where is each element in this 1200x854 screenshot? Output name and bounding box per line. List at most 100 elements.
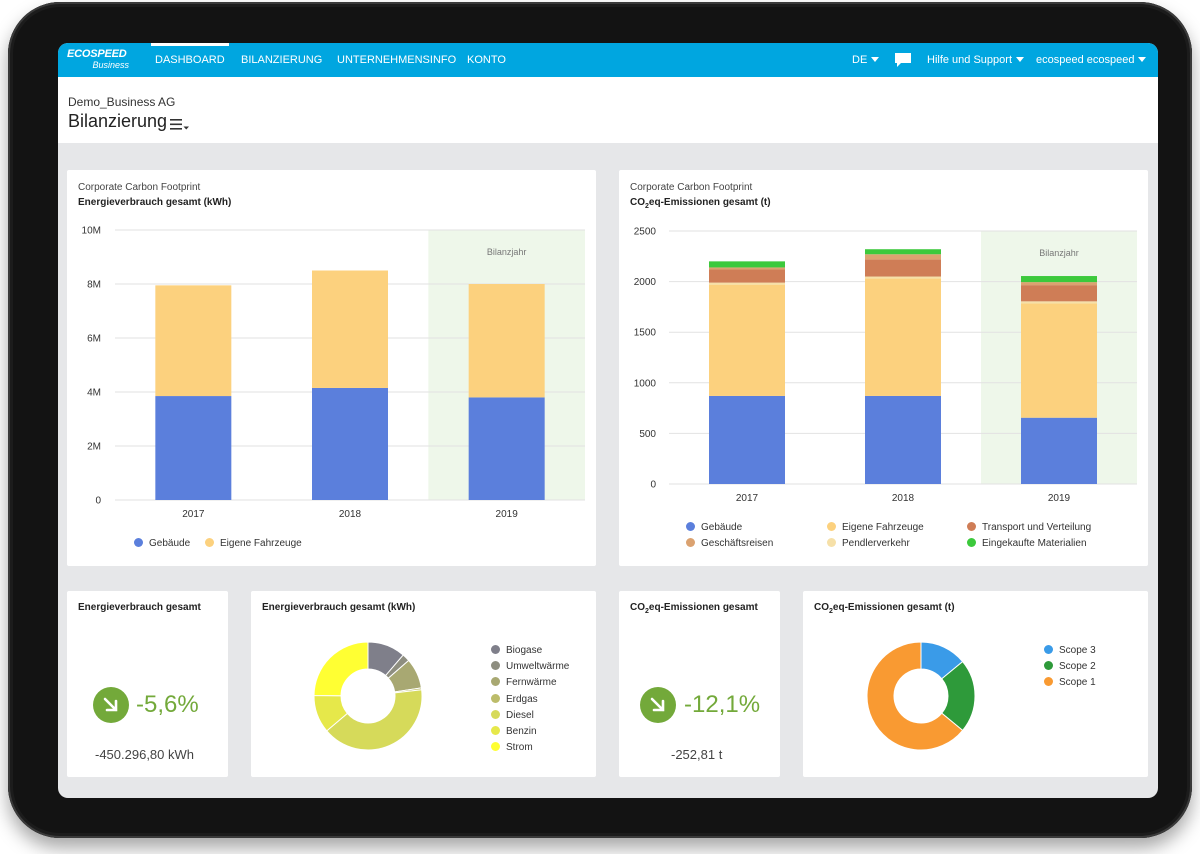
co2-donut-card: CO2eq-Emissionen gesamt (t) Scope 3 Scope… <box>803 591 1148 777</box>
list-menu-icon[interactable] <box>170 117 190 133</box>
legend-item-gebaeude[interactable]: Gebäude <box>134 538 190 549</box>
ecospeed-logo[interactable]: ECOSPEED Business <box>67 48 129 72</box>
x-tick-label: 2017 <box>182 509 205 520</box>
legend-item-transport-und-verteilung[interactable]: Transport und Verteilung <box>967 522 1091 533</box>
page-header: Demo_Business AG Bilanzierung <box>58 77 1158 143</box>
chat-icon[interactable] <box>894 52 912 68</box>
bar-segment-eingekaufte-materialien-2017 <box>709 261 785 268</box>
legend-marker <box>491 726 500 735</box>
language-dropdown[interactable]: DE <box>852 43 880 77</box>
legend-label: Scope 2 <box>1059 661 1096 672</box>
legend-item-scope-2[interactable]: Scope 2 <box>1044 661 1096 672</box>
nav-unternehmensinfo[interactable]: UNTERNEHMENSINFO <box>337 54 457 66</box>
nav-bilanzierung[interactable]: BILANZIERUNG <box>241 54 323 66</box>
kpi-absolute: -450.296,80 kWh <box>95 747 195 762</box>
bar-segment-pendlerverkehr-2017 <box>709 282 785 285</box>
legend-marker <box>491 709 500 719</box>
co2-chart-card: Corporate Carbon Footprint CO2eq-Emissio… <box>619 170 1148 566</box>
highlight-label: Bilanzjahr <box>487 247 527 257</box>
legend-label: Eigene Fahrzeuge <box>842 522 924 533</box>
legend-item-benzin[interactable]: Benzin <box>491 726 537 737</box>
legend-item-eingekaufte-materialien[interactable]: Eingekaufte Materialien <box>967 538 1087 549</box>
kpi-title: CO2eq-Emissionen gesamt <box>630 602 758 615</box>
legend-item-scope-3[interactable]: Scope 3 <box>1044 645 1096 656</box>
legend-marker <box>827 538 836 547</box>
legend-item-eigene-fahrzeuge[interactable]: Eigene Fahrzeuge <box>827 522 924 533</box>
support-dropdown[interactable]: Hilfe und Support <box>927 43 1024 77</box>
legend-item-gebaeude[interactable]: Gebäude <box>686 522 742 533</box>
legend-label: Gebäude <box>701 522 743 533</box>
title-prefix: CO <box>630 602 645 613</box>
y-tick-label: 2M <box>87 442 101 453</box>
highlight-label: Bilanzjahr <box>1039 248 1079 258</box>
support-label: Hilfe und Support <box>927 54 1012 66</box>
chart-title: CO2eq-Emissionen gesamt (t) <box>630 197 771 210</box>
legend-marker <box>967 522 976 531</box>
energy-bar-chart: Bilanzjahr 0 2M 4M 6M 8M 10M 2017 2018 2019 <box>82 226 585 520</box>
legend-item-biogase[interactable]: Biogase <box>491 645 542 656</box>
language-label: DE <box>852 54 868 66</box>
legend-item-eigene-fahrzeuge[interactable]: Eigene Fahrzeuge <box>205 538 302 549</box>
kpi-absolute: -252,81 t <box>671 747 723 762</box>
legend-item-erdgas[interactable]: Erdgas <box>491 693 538 705</box>
nav-konto[interactable]: KONTO <box>467 54 506 66</box>
donut-slice-strom <box>313 641 369 697</box>
legend-label: Diesel <box>506 709 534 721</box>
logo-subtext: Business <box>92 60 129 70</box>
kpi-title: Energieverbrauch gesamt <box>78 602 201 613</box>
legend-label: Gebäude <box>149 538 191 549</box>
chevron-down-icon <box>1016 57 1024 62</box>
legend-marker <box>827 522 836 531</box>
energy-kpi-card: Energieverbrauch gesamt -5,6% -450.296,8… <box>67 591 228 777</box>
legend-label: Strom <box>506 742 533 754</box>
legend-label: Erdgas <box>506 693 538 705</box>
legend-item-scope-1[interactable]: Scope 1 <box>1044 677 1096 688</box>
co2-donut-chart <box>866 641 976 751</box>
bar-segment-eigene-fahrzeuge-2017 <box>709 284 785 396</box>
trend-down-icon <box>93 687 129 723</box>
energy-donut-chart <box>313 641 423 751</box>
y-tick-label: 500 <box>639 429 656 440</box>
bar-segment-pendlerverkehr-2018 <box>865 276 941 279</box>
title-suffix: eq-Emissionen gesamt (t) <box>832 602 955 613</box>
legend-item-umweltwaerme[interactable]: Umweltwärme <box>491 661 569 672</box>
legend-marker <box>205 538 214 547</box>
legend-item-strom[interactable]: Strom <box>491 742 533 753</box>
legend-label: Fernwärme <box>506 677 557 689</box>
nav-dashboard[interactable]: DASHBOARD <box>151 43 229 77</box>
bar-segment-transport-und-verteilung-2017 <box>709 269 785 283</box>
legend-label: Scope 1 <box>1059 677 1096 688</box>
chevron-down-icon <box>1138 57 1147 62</box>
legend-item-diesel[interactable]: Diesel <box>491 709 534 721</box>
user-name: ecospeed ecospeed <box>1036 54 1135 66</box>
legend-item-fernwaerme[interactable]: Fernwärme <box>491 677 557 688</box>
legend-marker <box>1044 645 1053 654</box>
page-title: Bilanzierung <box>68 111 168 131</box>
bar-segment-gebaeude-2018 <box>865 395 941 484</box>
logo-text: ECOSPEED <box>67 48 127 60</box>
kpi-percent: -5,6% <box>136 691 199 718</box>
bar-segment-geschaeftsreisen-2018 <box>865 254 941 260</box>
y-tick-label: 6M <box>87 334 101 345</box>
bar-segment-eigene-fahrzeuge-2019 <box>1021 303 1097 418</box>
legend-item-geschaeftsreisen[interactable]: Geschäftsreisen <box>686 538 773 549</box>
legend-label: Pendlerverkehr <box>842 538 910 549</box>
y-tick-label: 2000 <box>634 277 657 288</box>
legend-marker <box>491 742 500 752</box>
legend-label: Biogase <box>506 645 543 656</box>
y-tick-label: 2500 <box>634 227 657 238</box>
legend-marker <box>491 677 500 687</box>
title-suffix: eq-Emissionen gesamt (t) <box>648 197 771 208</box>
y-tick-label: 0 <box>650 480 656 491</box>
y-tick-label: 4M <box>87 388 101 399</box>
user-menu[interactable]: ecospeed ecospeed <box>1036 43 1147 77</box>
legend-label: Eigene Fahrzeuge <box>220 538 302 549</box>
bar-segment-geschaeftsreisen-2017 <box>709 267 785 270</box>
title-suffix: eq-Emissionen gesamt <box>648 602 758 613</box>
x-tick-label: 2018 <box>339 509 362 520</box>
bar-segment-eingekaufte-materialien-2018 <box>865 249 941 255</box>
company-name: Demo_Business AG <box>68 95 176 109</box>
bar-segment-pendlerverkehr-2019 <box>1021 301 1097 304</box>
app-screen: ECOSPEED Business DASHBOARD BILANZIERUNG… <box>58 43 1158 798</box>
legend-item-pendlerverkehr[interactable]: Pendlerverkehr <box>827 538 910 549</box>
